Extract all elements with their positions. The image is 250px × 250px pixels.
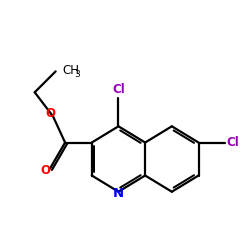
Text: 3: 3 [74, 70, 80, 79]
Text: O: O [46, 107, 56, 120]
Text: CH: CH [62, 64, 79, 76]
Text: Cl: Cl [112, 83, 125, 96]
Text: N: N [113, 186, 124, 200]
Text: O: O [40, 164, 50, 177]
Text: Cl: Cl [226, 136, 239, 149]
